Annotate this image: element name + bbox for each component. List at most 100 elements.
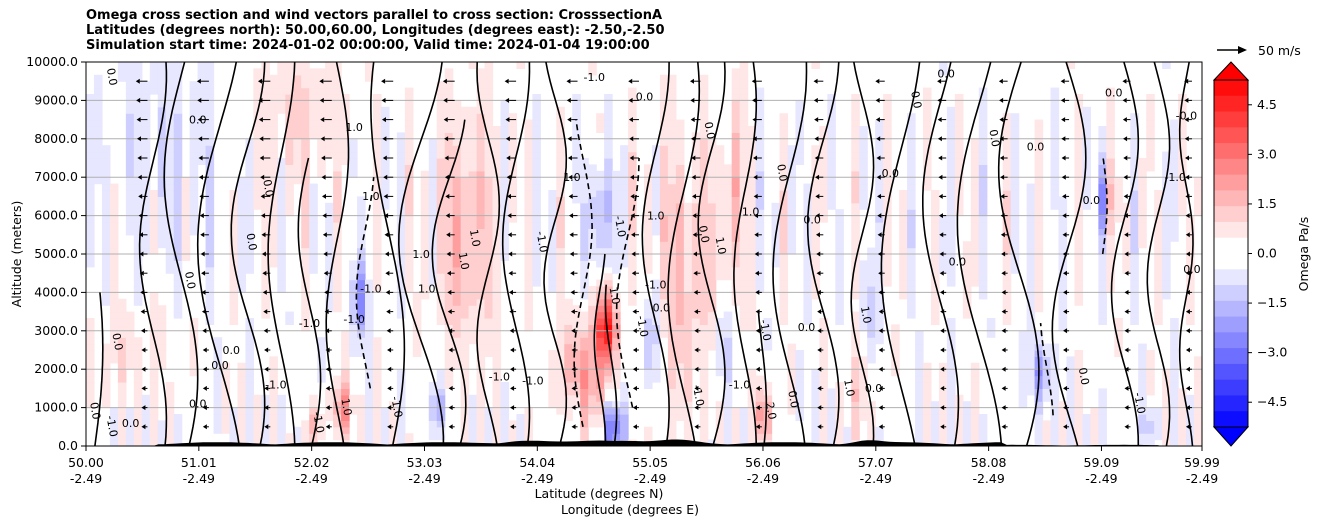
heatmap-cell bbox=[165, 132, 175, 140]
heatmap-cell bbox=[707, 318, 717, 325]
heatmap-cell bbox=[245, 407, 254, 415]
heatmap-cell bbox=[101, 190, 111, 197]
heatmap-cell bbox=[436, 318, 446, 325]
heatmap-cell bbox=[532, 260, 541, 268]
heatmap-cell bbox=[970, 407, 980, 415]
heatmap-cell bbox=[109, 209, 119, 217]
heatmap-cell bbox=[1114, 318, 1123, 325]
heatmap-cell bbox=[173, 145, 183, 153]
heatmap-cell bbox=[333, 74, 342, 82]
heatmap-cell bbox=[572, 119, 581, 127]
chart-title-line-1: Omega cross section and wind vectors par… bbox=[86, 8, 663, 23]
heatmap-cell bbox=[612, 183, 621, 191]
wind-vector-head bbox=[571, 328, 576, 334]
wind-vector-head bbox=[382, 136, 387, 142]
heatmap-cell bbox=[731, 407, 741, 415]
heatmap-cell bbox=[109, 190, 119, 197]
heatmap-cell bbox=[651, 151, 661, 159]
heatmap-cell bbox=[659, 177, 669, 185]
heatmap-cell bbox=[365, 401, 374, 409]
heatmap-cell bbox=[588, 215, 597, 223]
heatmap-cell bbox=[1074, 401, 1084, 409]
heatmap-cell bbox=[620, 388, 629, 396]
heatmap-cell bbox=[428, 190, 438, 197]
heatmap-cell bbox=[1186, 311, 1195, 319]
heatmap-cell bbox=[723, 337, 733, 345]
heatmap-cell bbox=[325, 100, 334, 108]
heatmap-cell bbox=[1178, 414, 1187, 421]
heatmap-cell bbox=[739, 87, 749, 95]
heatmap-cell bbox=[253, 94, 262, 101]
heatmap-cell bbox=[141, 234, 151, 242]
heatmap-cell bbox=[277, 420, 286, 428]
contour-line-negative bbox=[615, 157, 640, 408]
heatmap-cell bbox=[930, 266, 940, 274]
heatmap-cell bbox=[723, 362, 733, 370]
heatmap-cell bbox=[628, 241, 637, 249]
heatmap-cell bbox=[301, 132, 310, 140]
heatmap-cell bbox=[285, 170, 294, 178]
heatmap-cell bbox=[556, 330, 565, 338]
heatmap-cell bbox=[723, 330, 733, 338]
heatmap-cell bbox=[683, 273, 693, 281]
heatmap-cell bbox=[396, 305, 406, 313]
heatmap-cell bbox=[1106, 215, 1115, 223]
heatmap-cell bbox=[779, 145, 789, 153]
heatmap-cell bbox=[1098, 286, 1107, 293]
heatmap-cell bbox=[1090, 426, 1099, 434]
heatmap-cell bbox=[117, 68, 127, 76]
heatmap-cell bbox=[604, 414, 613, 421]
heatmap-cell bbox=[875, 158, 884, 165]
heatmap-cell bbox=[970, 145, 980, 153]
heatmap-cell bbox=[946, 254, 956, 261]
heatmap-cell bbox=[548, 234, 557, 242]
heatmap-cell bbox=[707, 266, 717, 274]
heatmap-cell bbox=[157, 215, 167, 223]
heatmap-cell bbox=[891, 337, 900, 345]
heatmap-cell bbox=[293, 100, 302, 108]
heatmap-cell bbox=[946, 343, 956, 351]
heatmap-cell bbox=[149, 311, 159, 319]
heatmap-cell bbox=[907, 202, 916, 210]
heatmap-cell bbox=[301, 234, 310, 242]
heatmap-cell bbox=[1058, 401, 1068, 409]
heatmap-cell bbox=[715, 234, 725, 242]
heatmap-cell bbox=[412, 292, 422, 300]
heatmap-cell bbox=[580, 241, 589, 249]
heatmap-cell bbox=[827, 196, 836, 204]
heatmap-cell bbox=[779, 234, 789, 242]
heatmap-cell bbox=[269, 433, 278, 441]
heatmap-cell bbox=[309, 74, 318, 82]
heatmap-cell bbox=[317, 362, 326, 370]
heatmap-cell bbox=[1074, 426, 1084, 434]
heatmap-cell bbox=[827, 190, 836, 197]
heatmap-cell bbox=[1090, 433, 1099, 441]
heatmap-cell bbox=[747, 407, 757, 415]
heatmap-cell bbox=[835, 273, 844, 281]
heatmap-cell bbox=[1162, 202, 1171, 210]
heatmap-cell bbox=[484, 439, 494, 446]
heatmap-cell bbox=[779, 254, 789, 261]
heatmap-cell bbox=[580, 222, 589, 229]
heatmap-cell bbox=[659, 215, 669, 223]
heatmap-cell bbox=[795, 350, 805, 357]
heatmap-cell bbox=[970, 439, 980, 446]
heatmap-cell bbox=[667, 234, 677, 242]
heatmap-cell bbox=[484, 254, 494, 261]
heatmap-cell bbox=[484, 106, 494, 114]
heatmap-cell bbox=[803, 318, 812, 325]
heatmap-cell bbox=[628, 126, 637, 133]
heatmap-cell bbox=[109, 356, 119, 364]
wind-vector-head bbox=[754, 213, 759, 219]
heatmap-cell bbox=[86, 209, 95, 217]
wind-vector-head bbox=[692, 213, 697, 219]
heatmap-cell bbox=[532, 106, 541, 114]
heatmap-cell bbox=[173, 292, 183, 300]
heatmap-cell bbox=[763, 420, 773, 428]
heatmap-cell bbox=[946, 222, 956, 229]
heatmap-cell bbox=[620, 241, 629, 249]
heatmap-cell bbox=[109, 330, 119, 338]
heatmap-cell bbox=[476, 350, 486, 357]
heatmap-cell bbox=[867, 324, 876, 332]
heatmap-cell bbox=[1074, 375, 1084, 383]
